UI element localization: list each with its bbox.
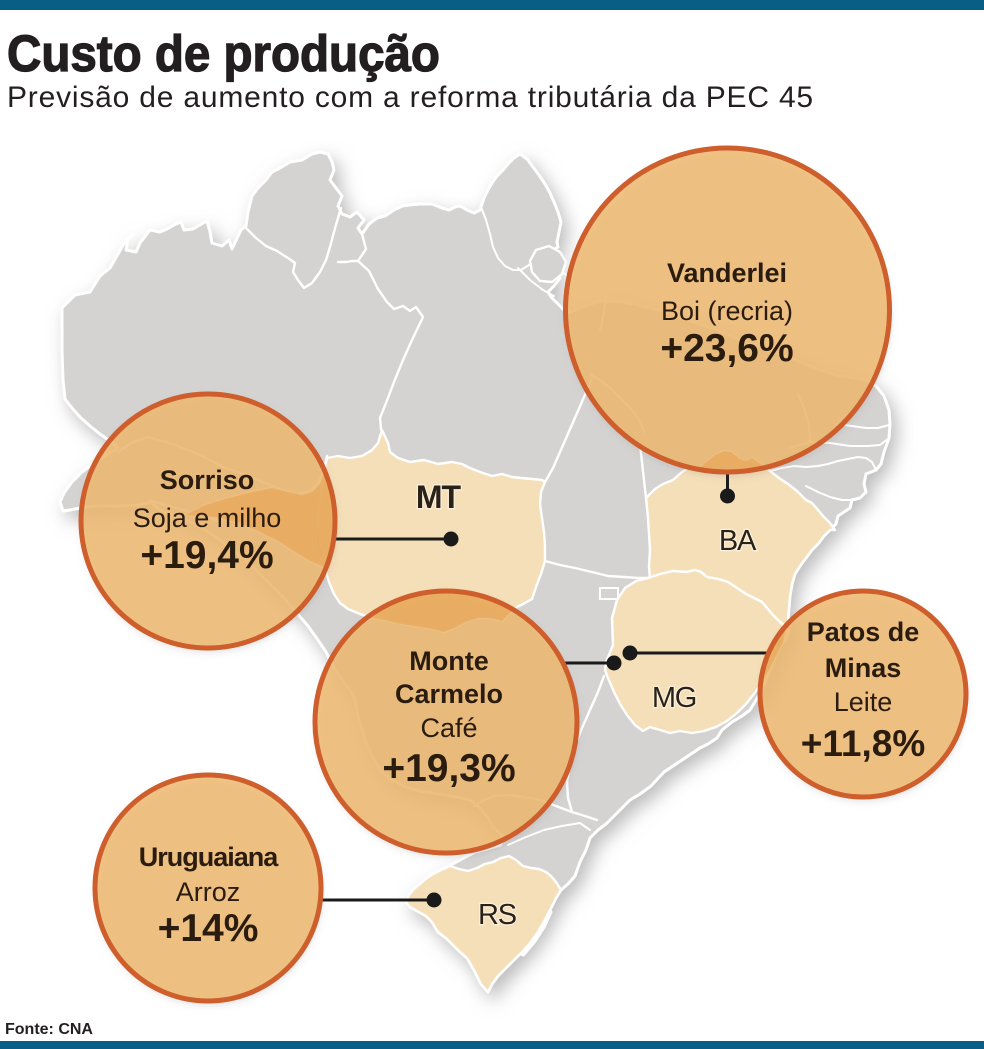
- svg-text:+19,4%: +19,4%: [140, 534, 273, 577]
- svg-text:Vanderlei: Vanderlei: [667, 258, 787, 288]
- svg-text:MG: MG: [652, 682, 696, 714]
- svg-text:+19,3%: +19,3%: [382, 747, 515, 790]
- svg-text:Soja e milho: Soja e milho: [133, 503, 282, 533]
- svg-text:Boi (recria): Boi (recria): [661, 296, 793, 326]
- svg-text:+14%: +14%: [158, 907, 259, 950]
- svg-text:Minas: Minas: [825, 653, 902, 683]
- svg-text:+23,6%: +23,6%: [660, 327, 793, 370]
- svg-text:Custo de produção: Custo de produção: [7, 25, 440, 82]
- svg-text:Monte: Monte: [409, 646, 488, 676]
- svg-text:Leite: Leite: [834, 687, 893, 717]
- svg-text:+11,8%: +11,8%: [801, 723, 925, 764]
- svg-text:Sorriso: Sorriso: [160, 465, 255, 495]
- svg-text:Uruguaiana: Uruguaiana: [139, 842, 280, 872]
- svg-text:BA: BA: [719, 525, 757, 557]
- svg-text:Café: Café: [420, 713, 477, 743]
- svg-text:Previsão de aumento com a refo: Previsão de aumento com a reforma tribut…: [7, 81, 814, 114]
- svg-text:Arroz: Arroz: [176, 877, 241, 907]
- svg-text:Carmelo: Carmelo: [395, 679, 503, 709]
- svg-text:MT: MT: [416, 479, 462, 515]
- svg-text:RS: RS: [478, 899, 517, 931]
- svg-text:Fonte: CNA: Fonte: CNA: [5, 1021, 93, 1038]
- svg-text:Patos de: Patos de: [807, 617, 920, 647]
